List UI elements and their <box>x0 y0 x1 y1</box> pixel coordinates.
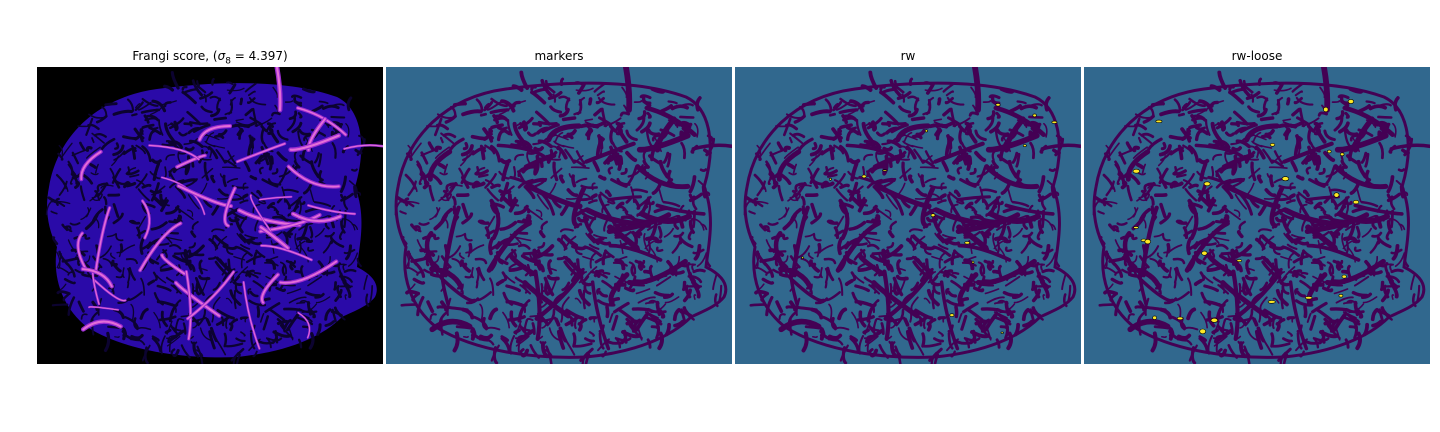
panel-title-rw: rw <box>900 49 916 63</box>
markers-image <box>386 67 732 364</box>
rw-loose-image <box>1084 67 1430 364</box>
panel-title-frangi: Frangi score, (σ8 = 4.397) <box>132 49 288 67</box>
rw-image <box>735 67 1081 364</box>
panel-title-markers: markers <box>534 49 584 63</box>
panel-title-rw-loose: rw-loose <box>1231 49 1283 63</box>
frangi-score-image <box>37 67 383 364</box>
